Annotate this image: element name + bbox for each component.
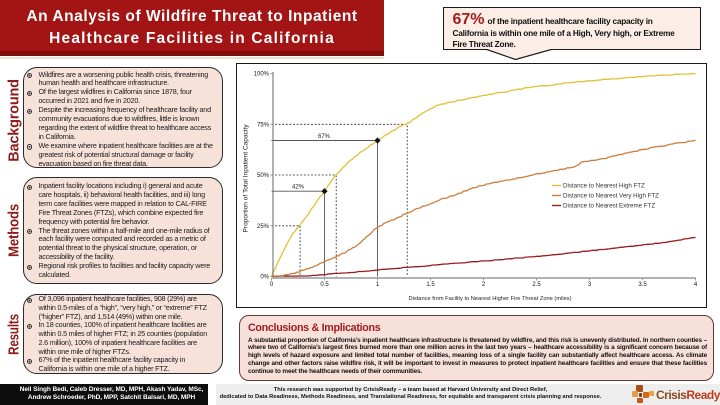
svg-text:Distance to Nearest Very High: Distance to Nearest Very High FTZ — [563, 193, 659, 200]
svg-text:Distance to Nearest Extreme FT: Distance to Nearest Extreme FTZ — [563, 203, 655, 210]
svg-text:42%: 42% — [292, 185, 305, 191]
svg-text:0%: 0% — [260, 275, 269, 281]
svg-text:1: 1 — [376, 282, 380, 288]
svg-text:100%: 100% — [254, 72, 270, 78]
svg-text:3: 3 — [588, 282, 592, 288]
svg-text:4: 4 — [694, 282, 698, 288]
svg-text:Distance from Facility to Near: Distance from Facility to Nearest Higher… — [409, 296, 572, 302]
svg-text:25%: 25% — [257, 224, 270, 230]
svg-text:75%: 75% — [257, 122, 270, 128]
svg-text:0: 0 — [270, 282, 274, 288]
svg-text:Distance to Nearest High FTZ: Distance to Nearest High FTZ — [563, 183, 645, 190]
svg-text:3.5: 3.5 — [638, 282, 647, 288]
svg-text:1.5: 1.5 — [426, 282, 435, 288]
svg-text:67%: 67% — [318, 134, 331, 140]
svg-text:2.5: 2.5 — [532, 282, 541, 288]
svg-text:2: 2 — [482, 282, 486, 288]
svg-text:50%: 50% — [257, 173, 270, 179]
svg-text:Proportion of Total Inpatient: Proportion of Total Inpatient Capacity — [243, 124, 250, 233]
svg-text:0.5: 0.5 — [320, 282, 329, 288]
